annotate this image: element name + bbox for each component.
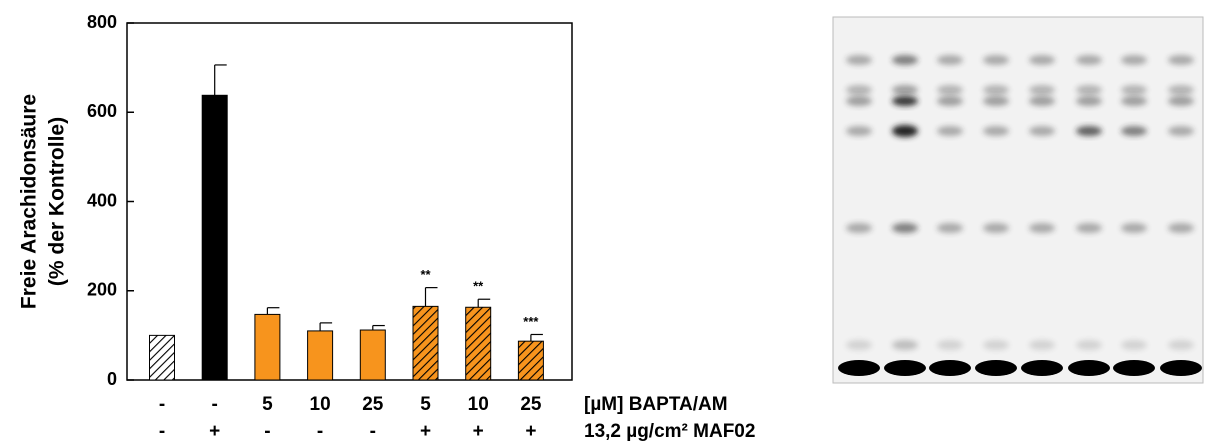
gel-band [1068, 360, 1110, 376]
bar [201, 94, 228, 381]
row-value: - [159, 421, 165, 442]
bar [465, 306, 492, 381]
y-axis-title: Freie Arachidonsäure [18, 94, 41, 309]
gel-band [1168, 126, 1194, 136]
y-tick-label: 400 [87, 190, 117, 210]
gel-band [937, 340, 963, 350]
gel-band [937, 96, 963, 106]
gel-band [1076, 85, 1102, 95]
bar [307, 330, 334, 381]
gel-band [1168, 85, 1194, 95]
row-value: - [159, 394, 165, 415]
gel-band [937, 85, 963, 95]
gel-band [937, 223, 963, 233]
gel-band [983, 96, 1009, 106]
row-value: 25 [362, 394, 384, 415]
gel-band [838, 360, 880, 376]
row-value: + [473, 421, 484, 442]
y-tick-label: 600 [87, 101, 117, 121]
gel-band [983, 126, 1009, 136]
significance-label: ** [473, 279, 484, 294]
gel-band [1029, 96, 1055, 106]
y-tick-label: 200 [87, 280, 117, 300]
row-value: - [370, 421, 376, 442]
row-value: - [317, 421, 323, 442]
gel-band [1168, 55, 1194, 65]
gel-band [1121, 55, 1147, 65]
row-value: - [264, 421, 270, 442]
bar [359, 329, 386, 381]
gel-band [892, 223, 918, 233]
gel-band [892, 125, 918, 137]
gel-band [846, 223, 872, 233]
gel-band [846, 55, 872, 65]
gel-band [846, 340, 872, 350]
gel-band [1029, 126, 1055, 136]
gel-band [983, 85, 1009, 95]
gel-band [937, 126, 963, 136]
gel-band [846, 96, 872, 106]
gel-band [1121, 223, 1147, 233]
gel-band [1029, 223, 1055, 233]
gel-background [832, 16, 1204, 384]
gel-band [1076, 126, 1102, 136]
gel-band [1076, 223, 1102, 233]
gel-band [983, 340, 1009, 350]
bar [149, 334, 175, 381]
gel-band [975, 360, 1017, 376]
gel-band [937, 55, 963, 65]
gel-band [892, 340, 918, 350]
y-tick-label: 800 [87, 12, 117, 32]
gel-band [983, 55, 1009, 65]
row-value: + [525, 421, 536, 442]
gel-band [1160, 360, 1202, 376]
gel-band [1121, 340, 1147, 350]
row-value: 25 [520, 394, 542, 415]
gel-band [892, 96, 918, 106]
row-label: [µM] BAPTA/AM [584, 394, 728, 415]
bar [254, 313, 281, 381]
row-value: + [209, 421, 220, 442]
row-value: 10 [468, 394, 489, 415]
gel-band [1029, 340, 1055, 350]
row-label: 13,2 µg/cm² MAF02 [584, 421, 755, 442]
y-tick-label: 0 [107, 369, 117, 389]
bar [517, 340, 544, 381]
gel-band [1168, 96, 1194, 106]
gel-band [1029, 55, 1055, 65]
row-value: 5 [262, 394, 273, 415]
gel-band [1121, 85, 1147, 95]
gel-band [1113, 360, 1155, 376]
row-value: + [420, 421, 431, 442]
row-value: 10 [310, 394, 331, 415]
gel-band [1029, 85, 1055, 95]
gel-band [983, 223, 1009, 233]
y-axis-title: (% der Kontrolle) [46, 117, 69, 286]
row-value: - [212, 394, 218, 415]
gel-band [1121, 126, 1147, 136]
gel-band [1121, 96, 1147, 106]
gel-band [892, 85, 918, 95]
gel-image [832, 16, 1204, 384]
gel-band [846, 85, 872, 95]
gel-band [1076, 96, 1102, 106]
significance-label: ** [420, 267, 431, 282]
gel-band [892, 55, 918, 65]
gel-band [846, 126, 872, 136]
gel-band [1168, 223, 1194, 233]
gel-band [929, 360, 971, 376]
gel-band [884, 360, 926, 376]
gel-band [1168, 340, 1194, 350]
row-value: 5 [420, 394, 431, 415]
gel-band [1076, 55, 1102, 65]
gel-band [1021, 360, 1063, 376]
bar [412, 305, 439, 381]
gel-band [1076, 340, 1102, 350]
significance-label: *** [523, 314, 539, 329]
plot-frame [126, 22, 573, 381]
